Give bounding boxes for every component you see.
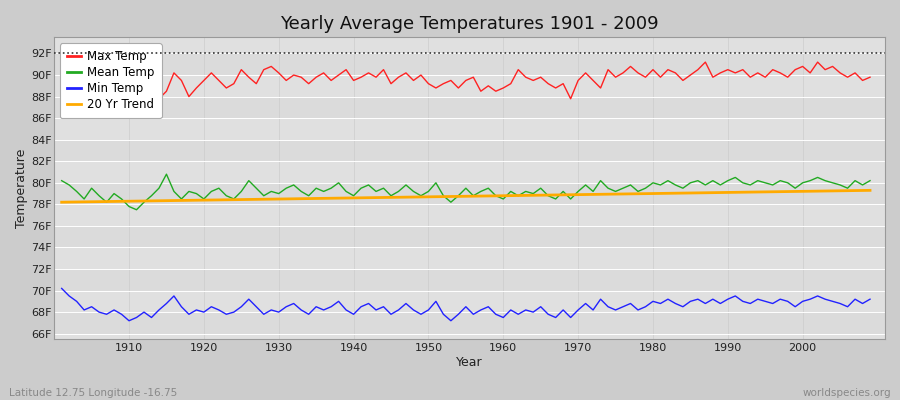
Bar — [54, 312, 885, 334]
Bar — [54, 97, 885, 118]
Bar — [54, 54, 885, 75]
Bar — [54, 226, 885, 248]
X-axis label: Year: Year — [456, 356, 483, 369]
Bar — [54, 140, 885, 161]
Title: Yearly Average Temperatures 1901 - 2009: Yearly Average Temperatures 1901 - 2009 — [280, 15, 659, 33]
Legend: Max Temp, Mean Temp, Min Temp, 20 Yr Trend: Max Temp, Mean Temp, Min Temp, 20 Yr Tre… — [60, 43, 162, 118]
Y-axis label: Temperature: Temperature — [15, 148, 28, 228]
Text: worldspecies.org: worldspecies.org — [803, 388, 891, 398]
Bar — [54, 183, 885, 204]
Bar — [54, 269, 885, 290]
Text: Latitude 12.75 Longitude -16.75: Latitude 12.75 Longitude -16.75 — [9, 388, 177, 398]
